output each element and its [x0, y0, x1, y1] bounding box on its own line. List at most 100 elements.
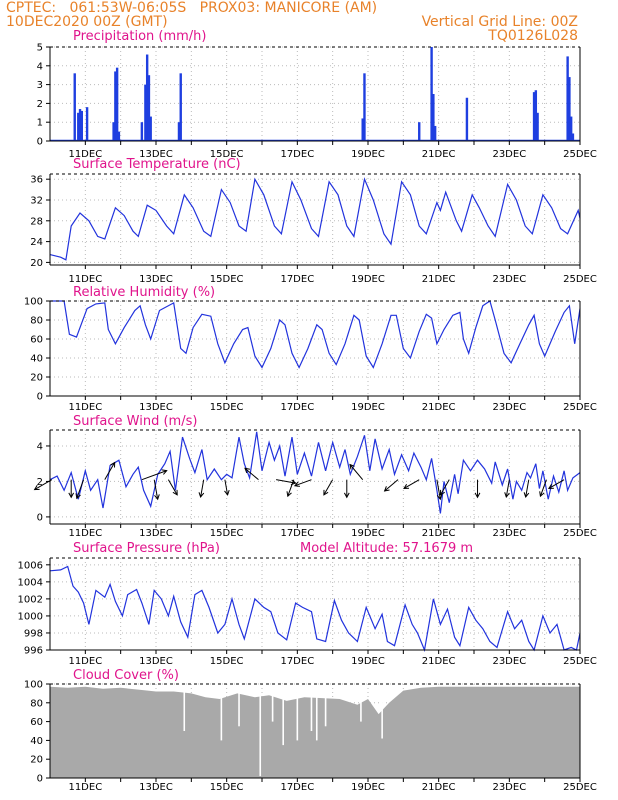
x-tick-label: 13DEC — [139, 656, 173, 667]
cloud-gap — [324, 684, 327, 727]
precip-bar — [430, 47, 433, 141]
precip-bar — [114, 71, 117, 141]
precip-bar — [179, 73, 182, 141]
panel-title: Cloud Cover (%) — [73, 668, 179, 683]
cloud-gap — [183, 684, 186, 731]
precip-bar — [569, 116, 573, 141]
cloud-gap — [282, 684, 284, 746]
series-line — [49, 565, 581, 653]
x-tick-label: 15DEC — [210, 274, 244, 285]
panel-title: Surface Wind (m/s) — [73, 414, 197, 429]
y-tick-label: 80 — [30, 698, 43, 709]
header-date: 10DEC2020 00Z (GMT) — [6, 14, 168, 30]
precip-bar — [147, 75, 151, 141]
y-tick-label: 20 — [30, 755, 43, 766]
wind-arrow — [76, 479, 85, 499]
wind-arrow-head — [75, 493, 81, 500]
header-grid-note: Vertical Grid Line: 00Z — [421, 14, 578, 30]
panel-title: Surface Pressure (hPa) — [73, 541, 220, 556]
cloud-gap — [238, 684, 240, 727]
panel-0: 0 1 2 3 4 5 11DEC 13DEC 15DEC 17DEC 19DEC 21DEC 23DE… — [37, 29, 597, 160]
cloud-gap — [271, 684, 274, 722]
wind-arrow-head — [33, 485, 40, 491]
y-tick-label: 3 — [37, 80, 43, 91]
wind-arrow — [505, 479, 510, 498]
wind-arrow-head — [403, 483, 410, 490]
x-tick-label: 25DEC — [563, 402, 597, 413]
precip-bar — [117, 131, 121, 141]
wind-arrow — [323, 479, 334, 496]
x-tick-label: 13DEC — [139, 782, 173, 793]
precip-bar — [177, 122, 181, 141]
panel-title: Precipitation (mm/h) — [73, 29, 206, 44]
x-tick-label: 17DEC — [280, 782, 314, 793]
x-tick-label: 23DEC — [492, 782, 526, 793]
x-tick-label: 19DEC — [351, 656, 385, 667]
x-tick-label: 23DEC — [492, 528, 526, 539]
panel-3: 0 2 4 11DEC 13DEC 15DEC 17DEC 19DEC 21DEC 23DEC 25… — [33, 414, 597, 539]
wind-arrow — [403, 479, 420, 489]
y-tick-label: 40 — [30, 354, 43, 365]
wind-arrow — [440, 479, 450, 496]
wind-arrow — [224, 479, 229, 495]
x-tick-label: 21DEC — [422, 149, 456, 160]
precip-bar — [80, 110, 83, 141]
x-tick-label: 19DEC — [351, 274, 385, 285]
wind-arrow-head — [547, 483, 554, 490]
x-tick-label: 25DEC — [563, 528, 597, 539]
x-tick-label: 13DEC — [139, 149, 173, 160]
y-tick-label: 2 — [37, 99, 43, 110]
y-tick-label: 20 — [30, 258, 43, 269]
wind-arrow — [548, 479, 565, 489]
precip-bar — [571, 133, 575, 141]
header-model-code: TQ0126L028 — [488, 28, 578, 44]
series-line — [49, 431, 581, 514]
x-tick-label: 23DEC — [492, 274, 526, 285]
cloud-area — [50, 686, 580, 778]
y-tick-label: 1006 — [18, 560, 43, 571]
panel-2: 0 20 40 60 80 100 11DEC 13DEC 15DEC 17DEC 19DEC 21D… — [24, 285, 597, 413]
cloud-gap — [220, 684, 223, 741]
x-tick-label: 23DEC — [492, 149, 526, 160]
y-tick-label: 4 — [37, 441, 43, 452]
wind-arrow-head — [293, 481, 300, 487]
panel-1: 20 24 28 32 36 11DEC 13DEC 15DEC 17DEC 19DEC 21DEC… — [30, 157, 597, 285]
x-tick-label: 21DEC — [422, 274, 456, 285]
x-tick-label: 17DEC — [280, 274, 314, 285]
x-tick-label: 19DEC — [351, 402, 385, 413]
x-tick-label: 17DEC — [280, 528, 314, 539]
precip-bar — [432, 94, 435, 141]
wind-arrow — [525, 479, 530, 498]
y-tick-label: 36 — [30, 175, 43, 186]
precip-bar — [115, 67, 119, 141]
precip-bar — [433, 125, 437, 141]
precip-bar — [73, 73, 76, 141]
y-tick-label: 998 — [24, 628, 43, 639]
y-tick-label: 60 — [30, 717, 43, 728]
x-tick-label: 11DEC — [68, 274, 102, 285]
precip-bar — [85, 107, 89, 141]
precip-bar — [112, 122, 115, 141]
wind-arrow-head — [436, 494, 443, 501]
x-tick-label: 21DEC — [422, 782, 456, 793]
wind-arrow-head — [68, 492, 75, 499]
cloud-gap — [315, 684, 318, 741]
x-tick-label: 25DEC — [563, 149, 597, 160]
y-tick-label: 5 — [37, 43, 43, 54]
precip-bar — [77, 112, 80, 141]
wind-arrow-head — [523, 492, 530, 499]
y-tick-label: 40 — [30, 736, 43, 747]
wind-arrow — [200, 479, 205, 498]
precip-bar — [418, 122, 421, 141]
x-tick-label: 17DEC — [280, 149, 314, 160]
x-tick-label: 25DEC — [563, 782, 597, 793]
x-tick-label: 17DEC — [280, 656, 314, 667]
panel-4: 996 998 1000 1002 1004 1006 11DEC 13DEC 15DEC 17D… — [18, 541, 597, 667]
x-tick-label: 23DEC — [492, 402, 526, 413]
wind-arrow-head — [343, 492, 350, 499]
precip-bar — [566, 56, 569, 141]
wind-arrow-head — [286, 491, 292, 498]
x-tick-label: 25DEC — [563, 274, 597, 285]
x-tick-label: 19DEC — [351, 528, 385, 539]
